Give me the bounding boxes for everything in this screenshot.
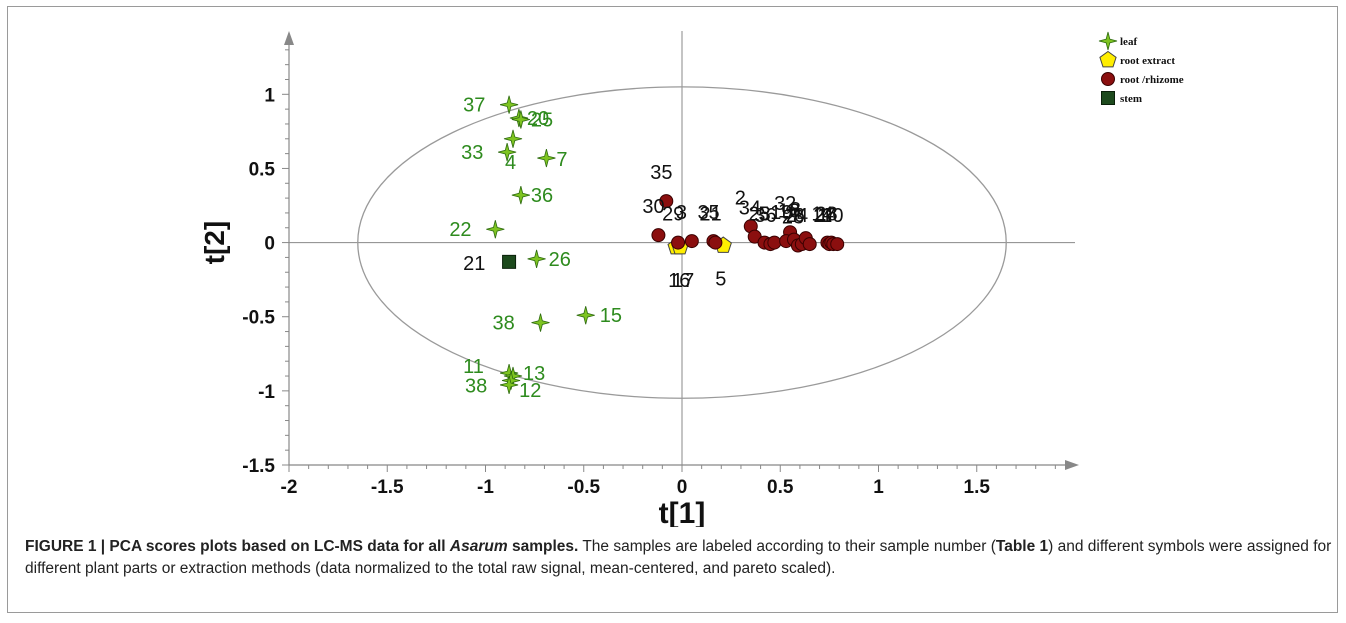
point-label: 5 <box>758 204 769 226</box>
point-label: 27 <box>813 205 835 227</box>
point-label: 25 <box>531 110 553 132</box>
caption-table-ref: Table 1 <box>995 538 1049 555</box>
point-label: 15 <box>600 305 622 327</box>
legend: leaf root extract root /rhizome stem <box>1098 31 1184 105</box>
point-label: 6 <box>794 205 805 227</box>
point-label: 5 <box>715 269 726 291</box>
caption-body-1: The samples are labeled according to the… <box>578 538 996 555</box>
x-tick-label: -1.5 <box>371 477 404 498</box>
point-label: 22 <box>449 219 471 241</box>
point-label: 34 <box>739 198 761 220</box>
point-label: 14 <box>811 204 833 226</box>
point-label: 28 <box>782 207 804 229</box>
legend-label: root extract <box>1120 55 1175 67</box>
point-label: 10 <box>821 205 843 227</box>
point-label: 36 <box>531 185 553 207</box>
point-label: 38 <box>465 375 487 397</box>
point-label: 21 <box>463 253 485 275</box>
root-rhizome-point <box>671 235 686 250</box>
point-label: 19 <box>770 202 792 224</box>
point-label: 36 <box>754 205 776 227</box>
y-tick-label: -1.5 <box>242 456 275 477</box>
point-label: 30 <box>642 196 664 218</box>
x-axis-title: t[1] <box>659 497 706 527</box>
pca-scores-plot: -2 -1.5 -1 -0.5 0 0.5 1 1.5 1 0.5 0 -0.5 -1 -1.5 t[1] t… <box>199 31 1184 527</box>
point-label: 8 <box>790 199 801 221</box>
point-label: 29 <box>662 204 684 226</box>
y-axis-arrow <box>284 31 294 45</box>
y-tick-label: -0.5 <box>242 308 275 329</box>
x-tick-label: 1.5 <box>964 477 991 498</box>
point-label: 1 <box>817 205 828 227</box>
point-label: 21 <box>699 204 721 226</box>
caption-title: FIGURE 1 | PCA scores plots based on LC-… <box>25 538 579 555</box>
y-tick-label: 1 <box>264 85 275 106</box>
legend-root-rhizome-icon <box>1101 72 1115 86</box>
x-tick-label: 0.5 <box>767 477 794 498</box>
legend-leaf-icon <box>1098 31 1118 51</box>
point-label: 32 <box>774 193 796 215</box>
leaf-point <box>503 129 523 148</box>
point-label: 35 <box>697 202 719 224</box>
point-label: 20 <box>527 108 549 130</box>
legend-label: root /rhizome <box>1120 74 1184 86</box>
leaf-point <box>499 375 519 395</box>
legend-label: leaf <box>1120 36 1137 48</box>
point-label: 16 <box>668 270 690 292</box>
x-tick-label: 0 <box>677 477 688 498</box>
leaf-point <box>486 220 505 239</box>
leaf-point <box>527 249 546 268</box>
point-label: 11 <box>463 356 484 378</box>
root-rhizome-point <box>659 194 674 209</box>
root-rhizome-point <box>767 235 782 250</box>
x-axis-arrow <box>1065 460 1079 470</box>
figure-caption: FIGURE 1 | PCA scores plots based on LC-… <box>25 536 1337 580</box>
leaf-point <box>499 95 519 114</box>
hotelling-ellipse <box>357 86 1007 399</box>
legend-label: stem <box>1120 93 1142 105</box>
y-tick-label: 0.5 <box>249 159 276 180</box>
leaf-point <box>511 110 530 129</box>
caption-body-2: ) and different symbols were assigned fo… <box>25 538 1332 577</box>
leaf-point <box>511 186 530 205</box>
point-label: 26 <box>549 249 571 271</box>
point-label: 2 <box>735 187 746 209</box>
root-rhizome-point <box>684 234 699 249</box>
legend-stem-icon <box>1101 91 1115 105</box>
root-rhizome-point <box>708 235 723 250</box>
point-label: 28 <box>815 204 837 226</box>
point-label: 4 <box>505 152 516 174</box>
point-label: 3 <box>676 202 687 224</box>
leaf-point <box>531 313 550 332</box>
stem-point <box>502 254 517 269</box>
root-rhizome-point <box>651 228 666 243</box>
leaf-point <box>576 306 595 325</box>
y-axis-title: t[2] <box>199 221 230 265</box>
point-label: 37 <box>463 95 485 117</box>
x-tick-label: -0.5 <box>567 477 600 498</box>
x-tick-label: -1 <box>477 477 494 498</box>
leaf-point <box>498 143 517 162</box>
point-label: 12 <box>519 380 541 402</box>
point-label: 17 <box>672 270 694 292</box>
figure-frame: -2 -1.5 -1 -0.5 0 0.5 1 1.5 1 0.5 0 -0.5 -1 -1.5 t[1] t… <box>7 6 1338 613</box>
x-tick-label: 1 <box>873 477 884 498</box>
root-rhizome-point <box>830 237 845 252</box>
point-label: 33 <box>461 142 483 164</box>
point-label: 24 <box>786 205 808 227</box>
y-tick-label: -1 <box>258 382 275 403</box>
leaf-point <box>537 148 556 168</box>
root-rhizome-point <box>802 237 817 252</box>
x-tick-label: -2 <box>281 477 298 498</box>
point-label: 35 <box>650 162 672 184</box>
point-label: 38 <box>493 313 515 335</box>
legend-root-extract-icon <box>1099 50 1117 68</box>
point-label: 13 <box>523 363 545 385</box>
point-label: 18 <box>778 201 800 223</box>
leaf-point <box>501 371 521 390</box>
y-tick-label: 0 <box>264 234 275 255</box>
point-label: 23 <box>749 204 771 226</box>
point-label: 7 <box>556 149 567 171</box>
